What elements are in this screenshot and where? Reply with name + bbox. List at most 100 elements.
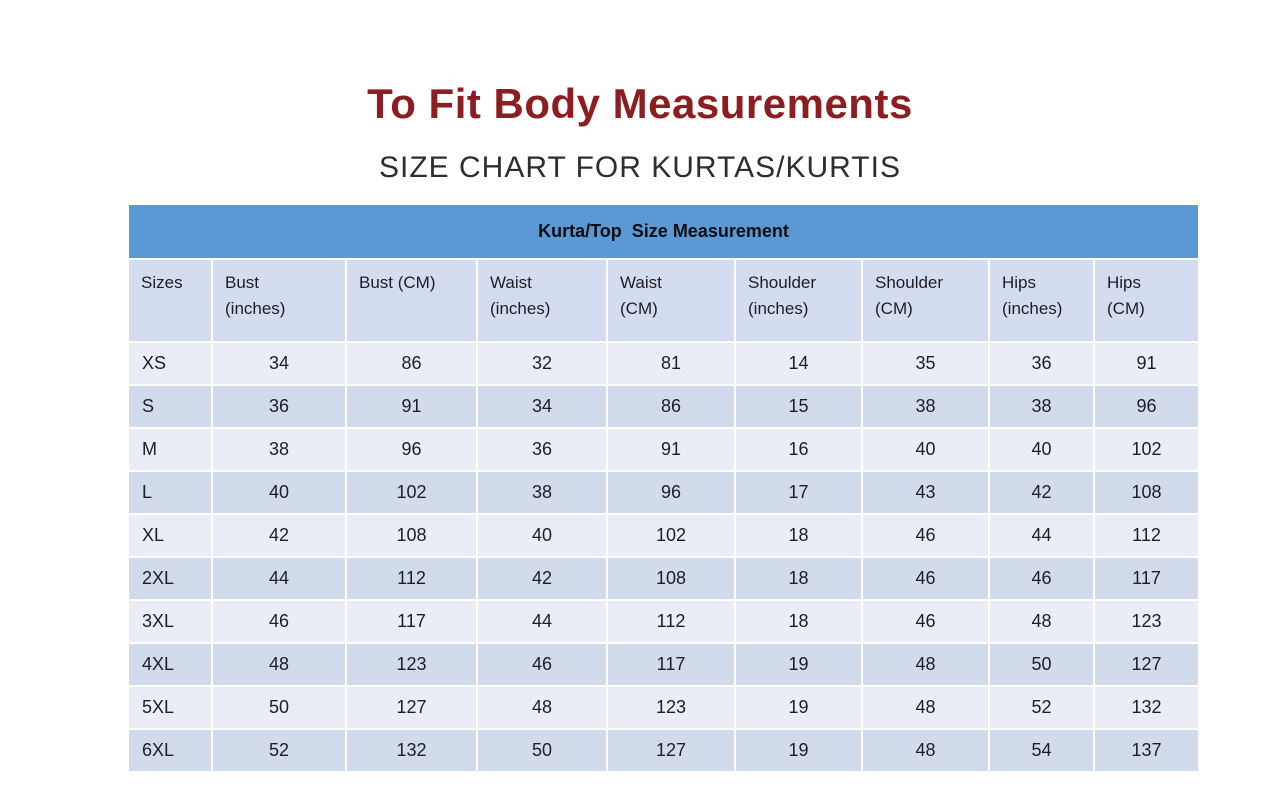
value-cell: 34 [476, 384, 608, 429]
size-cell: L [127, 470, 213, 515]
value-cell: 42 [988, 470, 1095, 515]
value-cell: 48 [861, 685, 990, 730]
table-row: 4XL 48 123 46 117 19 48 50 127 [127, 642, 1201, 687]
value-cell: 96 [1092, 384, 1201, 429]
size-cell: 5XL [127, 685, 213, 730]
value-cell: 86 [345, 341, 478, 386]
value-cell: 15 [734, 384, 863, 429]
size-cell: 3XL [127, 599, 213, 644]
size-cell: 4XL [127, 642, 213, 687]
table-head: Kurta/Top Size Measurement Sizes Bust (in… [126, 203, 1201, 343]
value-cell: 34 [211, 341, 347, 386]
value-cell: 18 [734, 556, 863, 601]
value-cell: 52 [988, 685, 1095, 730]
column-header: Sizes [127, 258, 213, 343]
table-row: L 40 102 38 96 17 43 42 108 [127, 470, 1201, 515]
value-cell: 123 [345, 642, 478, 687]
page-title: To Fit Body Measurements [367, 80, 913, 127]
value-cell: 123 [1092, 599, 1201, 644]
value-cell: 17 [734, 470, 863, 515]
value-cell: 91 [345, 384, 478, 429]
value-cell: 123 [606, 685, 736, 730]
value-cell: 91 [1092, 341, 1201, 386]
table-body: XS 34 86 32 81 14 35 36 91 S 36 91 34 86 15 38 38 96 M 38 96… [127, 341, 1201, 773]
column-header: Bust (inches) [211, 258, 347, 343]
size-cell: XS [127, 341, 213, 386]
value-cell: 14 [734, 341, 863, 386]
value-cell: 91 [606, 427, 736, 472]
value-cell: 48 [211, 642, 347, 687]
value-cell: 108 [345, 513, 478, 558]
value-cell: 132 [345, 728, 478, 773]
value-cell: 18 [734, 513, 863, 558]
value-cell: 112 [606, 599, 736, 644]
value-cell: 38 [476, 470, 608, 515]
size-cell: S [127, 384, 213, 429]
value-cell: 38 [988, 384, 1095, 429]
value-cell: 112 [1092, 513, 1201, 558]
value-cell: 108 [1092, 470, 1201, 515]
value-cell: 36 [988, 341, 1095, 386]
value-cell: 43 [861, 470, 990, 515]
value-cell: 38 [211, 427, 347, 472]
table-row: 6XL 52 132 50 127 19 48 54 137 [127, 728, 1201, 773]
value-cell: 19 [734, 642, 863, 687]
value-cell: 52 [211, 728, 347, 773]
column-header: Shoulder (inches) [734, 258, 863, 343]
value-cell: 44 [988, 513, 1095, 558]
value-cell: 112 [345, 556, 478, 601]
value-cell: 102 [345, 470, 478, 515]
value-cell: 42 [476, 556, 608, 601]
value-cell: 48 [988, 599, 1095, 644]
value-cell: 81 [606, 341, 736, 386]
value-cell: 127 [606, 728, 736, 773]
value-cell: 44 [211, 556, 347, 601]
value-cell: 46 [861, 513, 990, 558]
value-cell: 42 [211, 513, 347, 558]
value-cell: 46 [988, 556, 1095, 601]
table-row: XL 42 108 40 102 18 46 44 112 [127, 513, 1201, 558]
table-row: 2XL 44 112 42 108 18 46 46 117 [127, 556, 1201, 601]
value-cell: 40 [988, 427, 1095, 472]
banner-row: Kurta/Top Size Measurement [126, 203, 1201, 260]
value-cell: 16 [734, 427, 863, 472]
table-row: S 36 91 34 86 15 38 38 96 [127, 384, 1201, 429]
table-row: 5XL 50 127 48 123 19 48 52 132 [127, 685, 1201, 730]
column-header: Hips (CM) [1092, 258, 1201, 343]
value-cell: 40 [476, 513, 608, 558]
value-cell: 19 [734, 728, 863, 773]
table-row: M 38 96 36 91 16 40 40 102 [127, 427, 1201, 472]
page-subtitle: SIZE CHART FOR KURTAS/KURTIS [379, 151, 901, 184]
size-cell: 6XL [127, 728, 213, 773]
value-cell: 46 [861, 556, 990, 601]
column-header: Shoulder (CM) [861, 258, 990, 343]
value-cell: 132 [1092, 685, 1201, 730]
value-cell: 38 [861, 384, 990, 429]
value-cell: 46 [476, 642, 608, 687]
value-cell: 48 [476, 685, 608, 730]
size-cell: M [127, 427, 213, 472]
value-cell: 117 [606, 642, 736, 687]
value-cell: 44 [476, 599, 608, 644]
value-cell: 48 [861, 642, 990, 687]
value-cell: 40 [211, 470, 347, 515]
value-cell: 96 [345, 427, 478, 472]
table-banner-title: Kurta/Top Size Measurement [126, 203, 1201, 260]
table-row: 3XL 46 117 44 112 18 46 48 123 [127, 599, 1201, 644]
column-header: Bust (CM) [345, 258, 478, 343]
column-header-row: Sizes Bust (inches) Bust (CM) Waist (inches… [127, 258, 1201, 343]
value-cell: 117 [1092, 556, 1201, 601]
value-cell: 127 [1092, 642, 1201, 687]
value-cell: 50 [211, 685, 347, 730]
value-cell: 35 [861, 341, 990, 386]
value-cell: 86 [606, 384, 736, 429]
size-chart-table: Kurta/Top Size Measurement Sizes Bust (in… [126, 203, 1201, 773]
value-cell: 102 [1092, 427, 1201, 472]
value-cell: 127 [345, 685, 478, 730]
value-cell: 36 [476, 427, 608, 472]
value-cell: 19 [734, 685, 863, 730]
value-cell: 50 [988, 642, 1095, 687]
value-cell: 117 [345, 599, 478, 644]
column-header: Hips (inches) [988, 258, 1095, 343]
